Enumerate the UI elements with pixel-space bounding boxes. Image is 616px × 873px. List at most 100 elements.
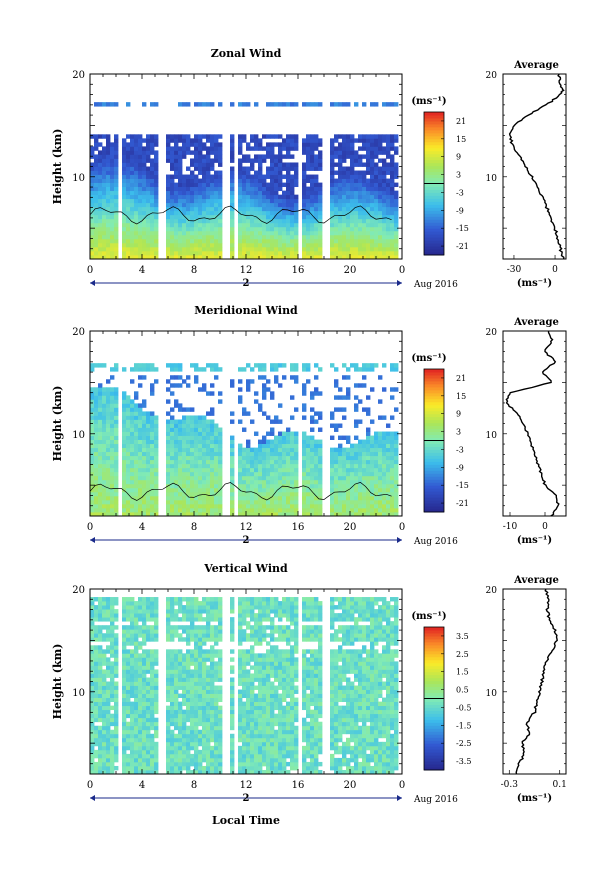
- heatmap-cell: [354, 206, 359, 212]
- heatmap-cell: [386, 451, 391, 457]
- heatmap-cell: [114, 242, 119, 248]
- heatmap-cell: [346, 499, 351, 505]
- heatmap-cell: [94, 423, 99, 428]
- heatmap-cell: [370, 254, 375, 260]
- heatmap-cell: [190, 407, 195, 412]
- heatmap-cell: [94, 142, 99, 147]
- heatmap-cell: [210, 383, 215, 388]
- heatmap-cell: [134, 737, 139, 743]
- heatmap-cell: [122, 226, 127, 232]
- heatmap-cell: [266, 174, 271, 179]
- heatmap-cell: [194, 230, 199, 236]
- heatmap-cell: [394, 174, 399, 179]
- heatmap-cell: [294, 363, 299, 368]
- heatmap-cell: [330, 503, 335, 509]
- heatmap-cell: [114, 367, 119, 372]
- heatmap-cell: [154, 447, 159, 453]
- heatmap-cell: [154, 717, 159, 723]
- heatmap-cell: [306, 379, 311, 384]
- heatmap-cell: [134, 170, 139, 175]
- heatmap-cell: [270, 431, 275, 436]
- heatmap-cell: [202, 102, 207, 107]
- colorbar-swatch: [424, 132, 444, 137]
- heatmap-cell: [330, 178, 335, 183]
- heatmap-cell: [106, 495, 111, 501]
- heatmap-cell: [98, 182, 103, 188]
- heatmap-cell: [354, 246, 359, 252]
- heatmap-cell: [318, 459, 323, 465]
- heatmap-cell: [358, 158, 363, 163]
- heatmap-cell: [350, 467, 355, 473]
- heatmap-cell: [134, 673, 139, 678]
- colorbar-swatch: [424, 416, 444, 421]
- heatmap-cell: [198, 250, 203, 256]
- heatmap-cell: [338, 495, 343, 501]
- heatmap-cell: [94, 617, 99, 622]
- heatmap-cell: [134, 230, 139, 236]
- heatmap-cell: [142, 661, 147, 666]
- heatmap-cell: [166, 653, 171, 658]
- heatmap-cell: [242, 102, 247, 107]
- heatmap-cell: [242, 495, 247, 501]
- heatmap-cell: [390, 387, 395, 392]
- heatmap-cell: [174, 503, 179, 509]
- heatmap-cell: [98, 693, 103, 698]
- heatmap-cell: [102, 769, 107, 775]
- heatmap-cell: [190, 475, 195, 481]
- heatmap-cell: [294, 254, 299, 260]
- heatmap-cell: [134, 621, 139, 626]
- heatmap-cell: [262, 218, 267, 224]
- heatmap-cell: [266, 455, 271, 461]
- heatmap-cell: [186, 383, 191, 388]
- heatmap-cell: [198, 467, 203, 473]
- heatmap-cell: [266, 250, 271, 256]
- heatmap-cell: [166, 629, 171, 634]
- heatmap-cell: [334, 198, 339, 204]
- heatmap-cell: [130, 511, 135, 517]
- heatmap-cell: [334, 254, 339, 260]
- heatmap-cell: [346, 495, 351, 501]
- heatmap-cell: [366, 186, 371, 192]
- heatmap-cell: [110, 491, 115, 497]
- heatmap-cell: [250, 238, 255, 244]
- heatmap-cell: [106, 757, 111, 763]
- heatmap-cell: [310, 222, 315, 228]
- heatmap-cell: [110, 182, 115, 188]
- heatmap-cell: [186, 178, 191, 183]
- heatmap-cell: [334, 455, 339, 461]
- heatmap-cell: [134, 218, 139, 224]
- heatmap-cell: [346, 138, 351, 143]
- heatmap-cell: [178, 495, 183, 501]
- heatmap-cell: [102, 467, 107, 473]
- heatmap-cell: [218, 150, 223, 155]
- heatmap-cell: [182, 443, 187, 449]
- heatmap-cell: [282, 146, 287, 151]
- heatmap-cell: [122, 741, 127, 747]
- heatmap-cell: [314, 162, 319, 167]
- heatmap-cell: [394, 483, 399, 489]
- heatmap-cell: [246, 447, 251, 453]
- heatmap-cell: [330, 411, 335, 416]
- heatmap-cell: [110, 705, 115, 711]
- heatmap-cell: [386, 463, 391, 469]
- heatmap-cell: [366, 206, 371, 212]
- heatmap-cell: [98, 653, 103, 658]
- heatmap-cell: [102, 250, 107, 256]
- heatmap-cell: [262, 182, 267, 188]
- heatmap-cell: [238, 158, 243, 163]
- heatmap-cell: [186, 202, 191, 208]
- colorbar-tick-label: -9: [456, 206, 464, 215]
- zero-contour: [89, 482, 392, 501]
- heatmap-cell: [138, 174, 143, 179]
- heatmap-cell: [246, 222, 251, 228]
- heatmap-cell: [242, 230, 247, 236]
- heatmap-cell: [134, 427, 139, 432]
- heatmap-cell: [138, 222, 143, 228]
- heatmap-cell: [362, 451, 367, 457]
- heatmap-cell: [262, 463, 267, 469]
- heatmap-cell: [106, 431, 111, 436]
- heatmap-cell: [354, 230, 359, 236]
- heatmap-cell: [182, 467, 187, 473]
- heatmap-cell: [150, 753, 155, 759]
- heatmap-cell: [358, 182, 363, 188]
